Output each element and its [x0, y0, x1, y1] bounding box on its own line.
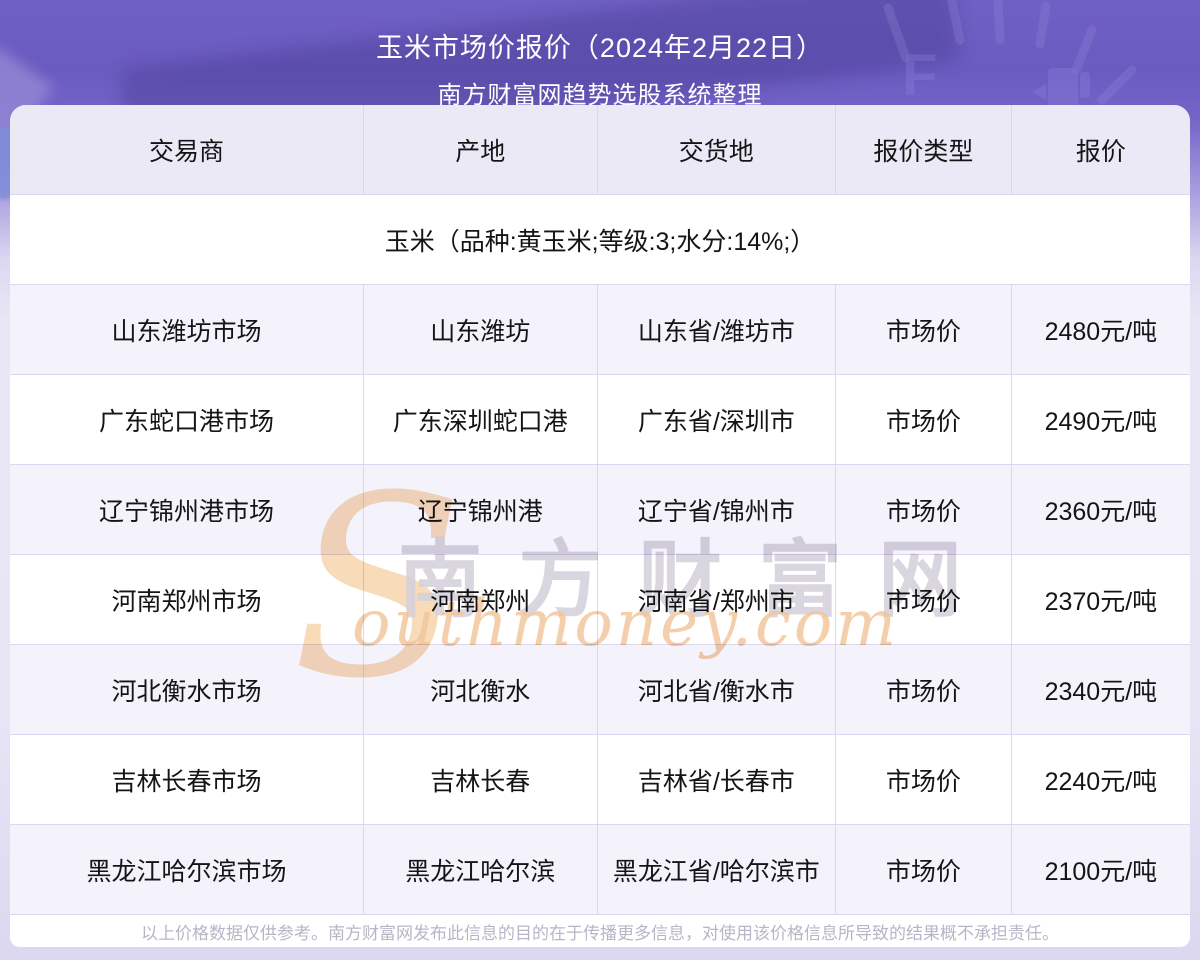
cell-trader: 广东蛇口港市场 — [10, 375, 364, 464]
table-row: 广东蛇口港市场 广东深圳蛇口港 广东省/深圳市 市场价 2490元/吨 — [10, 375, 1190, 465]
table-row: 黑龙江哈尔滨市场 黑龙江哈尔滨 黑龙江省/哈尔滨市 市场价 2100元/吨 — [10, 825, 1190, 915]
cell-trader: 辽宁锦州港市场 — [10, 465, 364, 554]
category-label: 玉米（品种:黄玉米;等级:3;水分:14%;） — [384, 227, 816, 256]
page-header: 玉米市场价报价（2024年2月22日） 南方财富网趋势选股系统整理 — [0, 0, 1200, 110]
cell-quote_type: 市场价 — [836, 825, 1012, 914]
column-header-price: 报价 — [1075, 137, 1126, 166]
cell-price: 2240元/吨 — [1044, 767, 1158, 796]
column-header-trader: 交易商 — [10, 105, 364, 194]
disclaimer-text: 以上价格数据仅供参考。南方财富网发布此信息的目的在于传播更多信息，对使用该价格信… — [141, 923, 1059, 943]
cell-price: 2340元/吨 — [1044, 677, 1158, 706]
cell-price: 2480元/吨 — [1044, 317, 1158, 346]
cell-quote_type: 市场价 — [836, 555, 1012, 644]
cell-delivery: 广东省/深圳市 — [598, 375, 836, 464]
cell-price: 2100元/吨 — [1044, 857, 1158, 886]
cell-delivery: 山东省/潍坊市 — [598, 285, 836, 374]
table-row: 河北衡水市场 河北衡水 河北省/衡水市 市场价 2340元/吨 — [10, 645, 1190, 735]
table-row: 山东潍坊市场 山东潍坊 山东省/潍坊市 市场价 2480元/吨 — [10, 285, 1190, 375]
column-header-quote_type: 报价类型 — [836, 105, 1012, 194]
cell-price: 2360元/吨 — [1044, 497, 1158, 526]
cell-origin: 黑龙江哈尔滨 — [364, 825, 598, 914]
price-table: 交易商 产地 交货地 报价类型 报价 玉米（品种:黄玉米;等级:3;水分:14%;） 山… — [10, 105, 1190, 947]
cell-price: 2490元/吨 — [1044, 407, 1158, 436]
column-header-origin: 产地 — [364, 105, 598, 194]
cell-origin: 河南郑州 — [364, 555, 598, 644]
column-header-delivery: 交货地 — [598, 105, 836, 194]
page-title: 玉米市场价报价（2024年2月22日） — [375, 33, 825, 63]
cell-quote_type: 市场价 — [836, 375, 1012, 464]
cell-trader: 山东潍坊市场 — [10, 285, 364, 374]
page-subtitle: 南方财富网趋势选股系统整理 — [437, 82, 763, 109]
cell-quote_type: 市场价 — [836, 465, 1012, 554]
disclaimer-bar: 以上价格数据仅供参考。南方财富网发布此信息的目的在于传播更多信息，对使用该价格信… — [10, 915, 1190, 947]
cell-origin: 河北衡水 — [364, 645, 598, 734]
table-header-row: 交易商 产地 交货地 报价类型 报价 — [10, 105, 1190, 195]
cell-trader: 河北衡水市场 — [10, 645, 364, 734]
table-row: 辽宁锦州港市场 辽宁锦州港 辽宁省/锦州市 市场价 2360元/吨 — [10, 465, 1190, 555]
cell-quote_type: 市场价 — [836, 285, 1012, 374]
table-row: 河南郑州市场 河南郑州 河南省/郑州市 市场价 2370元/吨 — [10, 555, 1190, 645]
cell-price: 2370元/吨 — [1044, 587, 1158, 616]
cell-origin: 广东深圳蛇口港 — [364, 375, 598, 464]
cell-origin: 吉林长春 — [364, 735, 598, 824]
cell-delivery: 吉林省/长春市 — [598, 735, 836, 824]
cell-trader: 吉林长春市场 — [10, 735, 364, 824]
cell-delivery: 黑龙江省/哈尔滨市 — [598, 825, 836, 914]
category-row: 玉米（品种:黄玉米;等级:3;水分:14%;） — [10, 195, 1190, 285]
cell-quote_type: 市场价 — [836, 735, 1012, 824]
cell-delivery: 河北省/衡水市 — [598, 645, 836, 734]
cell-origin: 辽宁锦州港 — [364, 465, 598, 554]
cell-delivery: 辽宁省/锦州市 — [598, 465, 836, 554]
cell-origin: 山东潍坊 — [364, 285, 598, 374]
cell-delivery: 河南省/郑州市 — [598, 555, 836, 644]
cell-trader: 黑龙江哈尔滨市场 — [10, 825, 364, 914]
cell-quote_type: 市场价 — [836, 645, 1012, 734]
table-row: 吉林长春市场 吉林长春 吉林省/长春市 市场价 2240元/吨 — [10, 735, 1190, 825]
cell-trader: 河南郑州市场 — [10, 555, 364, 644]
